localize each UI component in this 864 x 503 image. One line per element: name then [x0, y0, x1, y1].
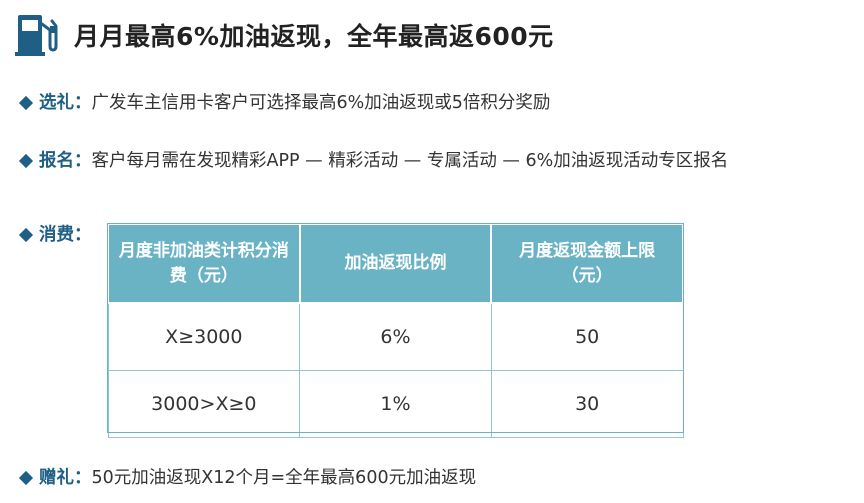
section-label: 赠礼：: [39, 468, 92, 488]
section-label: 报名：: [39, 151, 92, 171]
table-cell: 3000>X≥0: [107, 370, 301, 438]
table-header-cell: 月度非加油类计积分消费（元）: [107, 223, 301, 304]
table-header-cell: 月度返现金额上限（元）: [490, 223, 684, 304]
diamond-bullet-icon: [18, 227, 34, 243]
table-cell: X≥3000: [107, 302, 301, 371]
section-text: 客户每月需在发现精彩APP — 精彩活动 — 专属活动 — 6%加油返现活动专区…: [91, 151, 729, 171]
fuel-pump-icon: [15, 15, 58, 56]
section-select: 选礼： 广发车主信用卡客户可选择最高6%加油返现或5倍积分奖励: [18, 88, 550, 118]
table-header-row: 月度非加油类计积分消费（元） 加油返现比例 月度返现金额上限（元）: [107, 223, 684, 304]
page-title: 月月最高6%加油返现，全年最高返600元: [74, 22, 554, 51]
table-cell: 50: [490, 302, 684, 371]
section-text: 50元加油返现X12个月=全年最高600元加油返现: [91, 468, 477, 488]
table-cell: 30: [490, 370, 684, 438]
section-text: 广发车主信用卡客户可选择最高6%加油返现或5倍积分奖励: [91, 93, 551, 113]
diamond-bullet-icon: [18, 470, 34, 486]
table-row: X≥3000 6% 50: [107, 302, 684, 371]
section-register: 报名： 客户每月需在发现精彩APP — 精彩活动 — 专属活动 — 6%加油返现…: [18, 146, 858, 176]
section-label: 消费：: [39, 225, 92, 245]
section-spend: 消费：: [18, 220, 92, 250]
section-gift: 赠礼： 50元加油返现X12个月=全年最高600元加油返现: [18, 463, 476, 493]
table-row: 3000>X≥0 1% 30: [107, 370, 684, 438]
page-header: 月月最高6%加油返现，全年最高返600元: [14, 12, 554, 58]
table-header-cell: 加油返现比例: [298, 223, 493, 304]
rebate-table: 月度非加油类计积分消费（元） 加油返现比例 月度返现金额上限（元） X≥3000…: [107, 223, 684, 438]
table-cell: 1%: [299, 370, 492, 438]
diamond-bullet-icon: [18, 153, 34, 169]
table-cell: 6%: [299, 302, 492, 371]
diamond-bullet-icon: [18, 95, 34, 111]
section-label: 选礼：: [39, 93, 92, 113]
